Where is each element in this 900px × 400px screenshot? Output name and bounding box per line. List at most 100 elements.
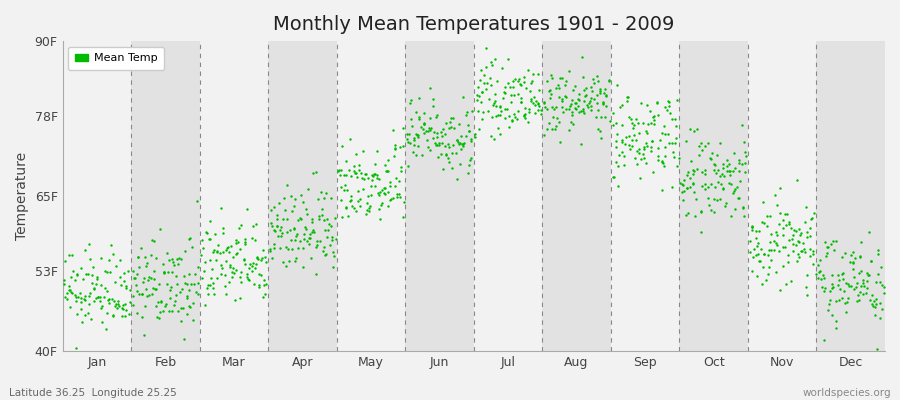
Point xyxy=(315,248,329,254)
Point xyxy=(352,167,366,173)
Point xyxy=(437,131,452,137)
Point xyxy=(187,280,202,287)
Text: Latitude 36.25  Longitude 25.25: Latitude 36.25 Longitude 25.25 xyxy=(9,388,176,398)
Point xyxy=(310,238,324,244)
Point xyxy=(410,132,425,138)
Point xyxy=(374,189,388,195)
Point xyxy=(555,97,570,104)
Point xyxy=(438,151,453,158)
Point xyxy=(505,118,519,125)
Point xyxy=(484,59,499,65)
Point xyxy=(306,226,320,233)
Point xyxy=(252,270,266,277)
Point xyxy=(507,111,521,118)
Point xyxy=(730,184,744,190)
Point xyxy=(422,85,436,92)
Point xyxy=(252,282,266,288)
Point xyxy=(63,304,77,310)
Point xyxy=(109,304,123,311)
Point xyxy=(695,183,709,189)
Point xyxy=(163,286,177,293)
Point xyxy=(549,85,563,92)
Point xyxy=(85,272,99,278)
Point xyxy=(345,203,359,210)
Point xyxy=(576,74,590,80)
Point xyxy=(668,115,682,122)
Point xyxy=(795,247,809,254)
Point xyxy=(504,116,518,123)
Point xyxy=(724,213,738,220)
Point xyxy=(755,280,770,287)
Point xyxy=(778,244,793,250)
Point xyxy=(141,276,156,283)
Point xyxy=(423,147,437,154)
Point xyxy=(240,274,255,280)
Point xyxy=(180,294,194,301)
Point xyxy=(251,256,266,262)
Point xyxy=(273,227,287,234)
Point xyxy=(288,195,302,202)
Point xyxy=(565,96,580,103)
Point xyxy=(572,97,586,103)
Point xyxy=(554,96,569,102)
Point xyxy=(696,147,710,153)
Point xyxy=(200,230,214,236)
Point xyxy=(665,184,680,190)
Point xyxy=(275,216,290,222)
Point xyxy=(664,140,679,146)
Point xyxy=(591,106,606,113)
Point xyxy=(249,260,264,267)
Point xyxy=(846,286,860,293)
Point xyxy=(112,274,127,280)
Point xyxy=(825,280,840,287)
Point xyxy=(449,150,464,156)
Point xyxy=(73,290,87,296)
Point xyxy=(479,64,493,70)
Point xyxy=(119,307,133,313)
Point xyxy=(565,87,580,94)
Point xyxy=(69,298,84,304)
Point xyxy=(394,168,409,174)
Point xyxy=(113,282,128,289)
Point xyxy=(853,253,868,260)
Point xyxy=(414,124,428,130)
Point xyxy=(127,274,141,281)
Point xyxy=(224,274,238,280)
Point xyxy=(86,280,100,287)
Point xyxy=(616,149,630,156)
Point xyxy=(682,126,697,132)
Point xyxy=(131,254,146,260)
Point xyxy=(753,246,768,252)
Point xyxy=(230,250,244,256)
Point xyxy=(839,309,853,316)
Point xyxy=(498,90,512,97)
Point xyxy=(552,85,566,91)
Point xyxy=(817,275,832,281)
Point xyxy=(237,256,251,262)
Point xyxy=(225,265,239,272)
Point xyxy=(862,229,877,235)
Point xyxy=(825,272,840,278)
Point xyxy=(794,248,808,254)
Point xyxy=(256,247,271,253)
Point xyxy=(238,235,253,242)
Point xyxy=(197,268,211,274)
Point xyxy=(108,301,122,307)
Point xyxy=(820,250,834,256)
Point xyxy=(792,226,806,232)
Point xyxy=(322,220,337,227)
Point xyxy=(157,269,171,276)
Point xyxy=(191,280,205,286)
Point xyxy=(162,308,176,314)
Point xyxy=(816,336,831,343)
Point xyxy=(498,115,512,122)
Point xyxy=(782,219,796,225)
Point xyxy=(619,133,634,140)
Point xyxy=(114,304,129,311)
Point xyxy=(462,162,476,168)
Point xyxy=(759,277,773,283)
Point xyxy=(623,146,637,153)
Point xyxy=(483,75,498,82)
Point xyxy=(617,140,632,147)
Point xyxy=(708,162,723,168)
